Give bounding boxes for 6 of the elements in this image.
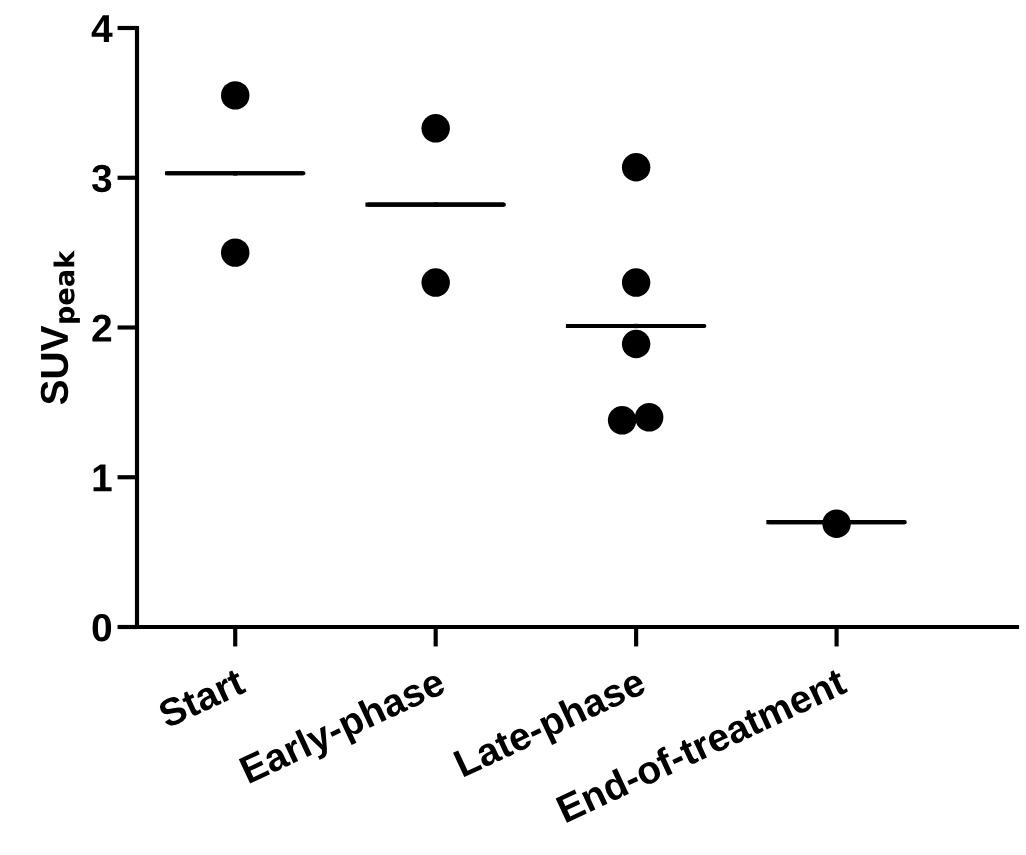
y-tick-label: 1 xyxy=(93,464,112,492)
y-axis-title: SUV$_{peak}$ xyxy=(40,250,80,405)
y-tick-label: 2 xyxy=(92,314,112,342)
y-tick-label: 4 xyxy=(91,15,113,43)
y-tick-label: 0 xyxy=(92,613,112,642)
y-tick-label: 3 xyxy=(91,164,112,193)
